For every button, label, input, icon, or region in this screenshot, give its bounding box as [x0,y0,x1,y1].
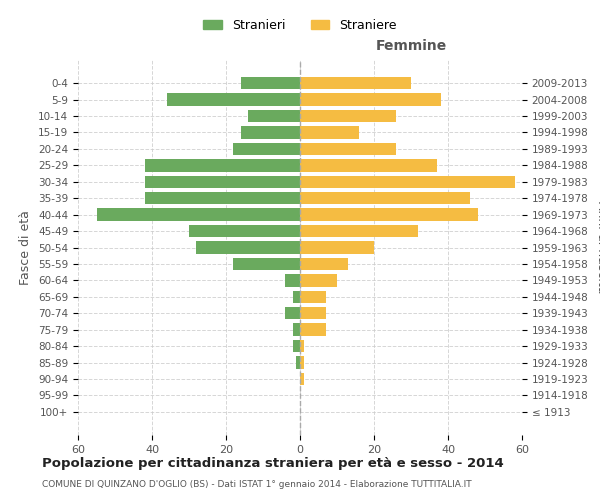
Bar [97,208,300,221]
Bar [300,373,304,385]
Bar [296,356,300,368]
Bar [300,258,348,270]
Bar [145,176,300,188]
Bar [241,77,300,90]
Bar [300,159,437,172]
Bar [233,143,300,155]
Bar [196,242,300,254]
Legend: Stranieri, Straniere: Stranieri, Straniere [198,14,402,37]
Bar [145,192,300,204]
Bar [248,110,300,122]
Bar [300,307,326,320]
Bar [300,324,326,336]
Bar [293,340,300,352]
Bar [189,225,300,237]
Text: COMUNE DI QUINZANO D'OGLIO (BS) - Dati ISTAT 1° gennaio 2014 - Elaborazione TUTT: COMUNE DI QUINZANO D'OGLIO (BS) - Dati I… [42,480,472,489]
Bar [300,143,396,155]
Bar [167,94,300,106]
Bar [300,176,515,188]
Text: Femmine: Femmine [376,38,446,52]
Bar [300,274,337,286]
Bar [233,258,300,270]
Bar [285,274,300,286]
Bar [300,242,374,254]
Bar [300,208,478,221]
Bar [300,192,470,204]
Bar [300,110,396,122]
Bar [285,307,300,320]
Bar [300,290,326,303]
Bar [300,225,418,237]
Bar [300,94,440,106]
Bar [300,126,359,138]
Bar [300,77,411,90]
Bar [300,356,304,368]
Y-axis label: Anni di nascita: Anni di nascita [595,201,600,294]
Y-axis label: Fasce di età: Fasce di età [19,210,32,285]
Bar [145,159,300,172]
Bar [241,126,300,138]
Bar [300,340,304,352]
Bar [293,324,300,336]
Bar [293,290,300,303]
Text: Popolazione per cittadinanza straniera per età e sesso - 2014: Popolazione per cittadinanza straniera p… [42,458,504,470]
